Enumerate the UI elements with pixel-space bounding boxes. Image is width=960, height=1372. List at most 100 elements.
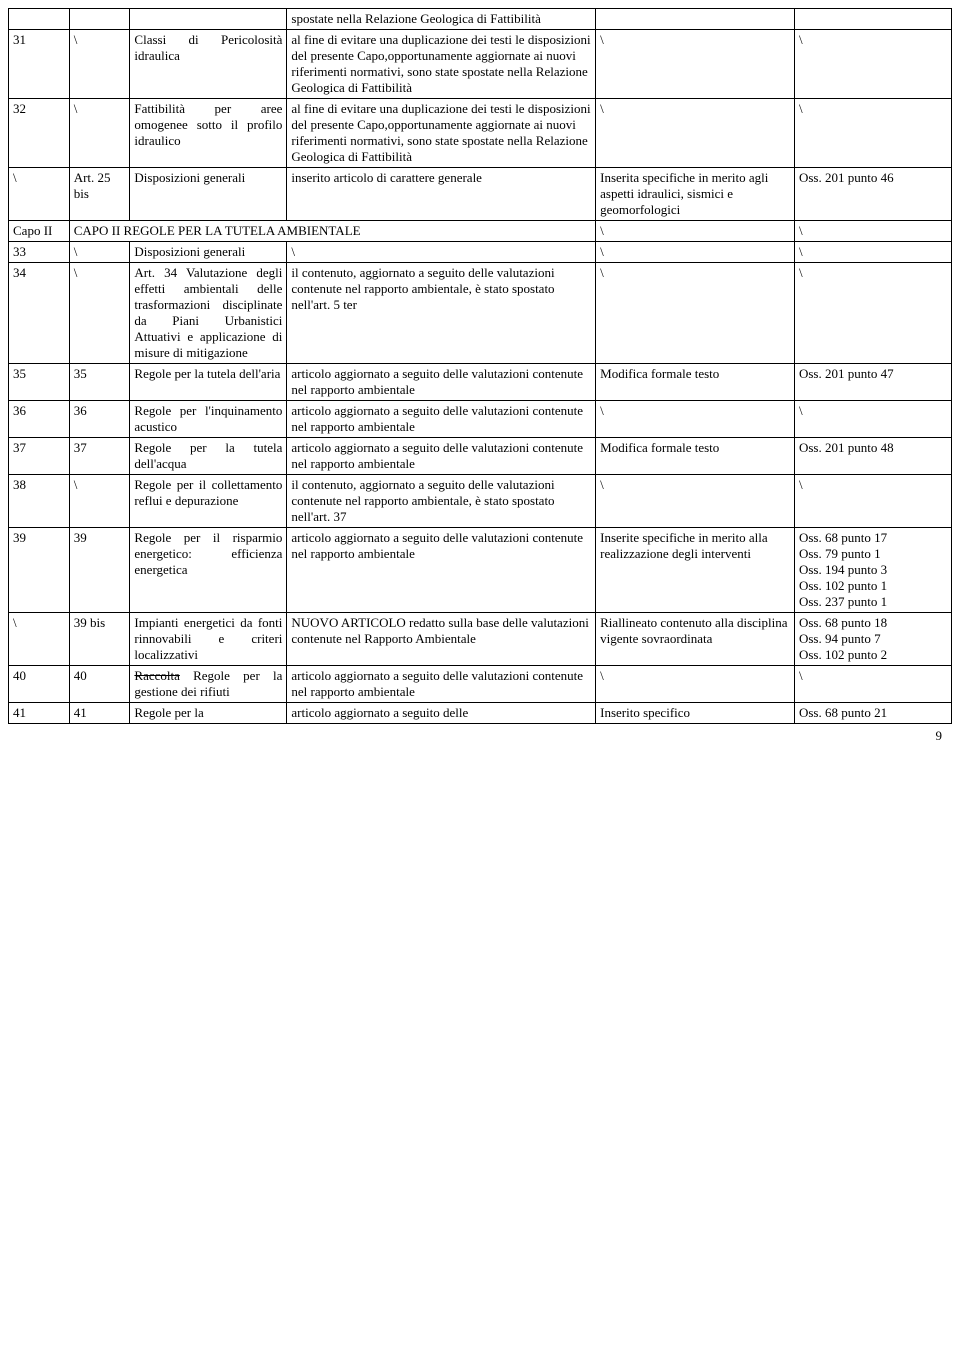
table-row: 34\Art. 34 Valutazione degli effetti amb… bbox=[9, 263, 952, 364]
cell-col2 bbox=[130, 9, 287, 30]
cell-col0: 33 bbox=[9, 242, 70, 263]
cell-col5 bbox=[794, 9, 951, 30]
cell-col4: \ bbox=[596, 99, 795, 168]
cell-col4 bbox=[596, 9, 795, 30]
table-row: 33\Disposizioni generali\\\ bbox=[9, 242, 952, 263]
cell-col1: 39 bbox=[69, 528, 130, 613]
cell-col5: \ bbox=[794, 30, 951, 99]
cell-col4: \ bbox=[596, 475, 795, 528]
table-row: 32\Fattibilità per aree omogenee sotto i… bbox=[9, 99, 952, 168]
cell-col2: Classi di Pericolosità idraulica bbox=[130, 30, 287, 99]
cell-col2: Disposizioni generali bbox=[130, 242, 287, 263]
cell-col3: il contenuto, aggiornato a seguito delle… bbox=[287, 475, 596, 528]
cell-col5: \ bbox=[794, 263, 951, 364]
cell-col4: Modifica formale testo bbox=[596, 364, 795, 401]
cell-col5: Oss. 201 punto 48 bbox=[794, 438, 951, 475]
table-row: Capo IICAPO II REGOLE PER LA TUTELA AMBI… bbox=[9, 221, 952, 242]
cell-col2: Disposizioni generali bbox=[130, 168, 287, 221]
cell-col4: \ bbox=[596, 263, 795, 364]
table-row: 3636 Regole per l'inquinamento acusticoa… bbox=[9, 401, 952, 438]
cell-col4: \ bbox=[596, 30, 795, 99]
cell-col2: Fattibilità per aree omogenee sotto il p… bbox=[130, 99, 287, 168]
cell-col0: 38 bbox=[9, 475, 70, 528]
cell-col0: 35 bbox=[9, 364, 70, 401]
cell-col4: \ bbox=[596, 242, 795, 263]
cell-col0: Capo II bbox=[9, 221, 70, 242]
table-row: spostate nella Relazione Geologica di Fa… bbox=[9, 9, 952, 30]
cell-col0: 34 bbox=[9, 263, 70, 364]
table-row: 3737Regole per la tutela dell'acquaartic… bbox=[9, 438, 952, 475]
cell-col4: Inserita specifiche in merito agli aspet… bbox=[596, 168, 795, 221]
cell-col1 bbox=[69, 9, 130, 30]
cell-col1: 35 bbox=[69, 364, 130, 401]
cell-col4: \ bbox=[596, 221, 795, 242]
cell-col2: Regole per l'inquinamento acustico bbox=[130, 401, 287, 438]
cell-col1: \ bbox=[69, 30, 130, 99]
table-row: 31\Classi di Pericolosità idraulicaal fi… bbox=[9, 30, 952, 99]
cell-col5: \ bbox=[794, 221, 951, 242]
table-row: \Art. 25 bisDisposizioni generaliinserit… bbox=[9, 168, 952, 221]
document-table: spostate nella Relazione Geologica di Fa… bbox=[8, 8, 952, 724]
table-row: \39 bisImpianti energetici da fonti rinn… bbox=[9, 613, 952, 666]
cell-col5: Oss. 68 punto 18Oss. 94 punto 7Oss. 102 … bbox=[794, 613, 951, 666]
cell-col1: 39 bis bbox=[69, 613, 130, 666]
cell-col0: 39 bbox=[9, 528, 70, 613]
cell-col2: Impianti energetici da fonti rinnovabili… bbox=[130, 613, 287, 666]
cell-col5: \ bbox=[794, 99, 951, 168]
cell-col2: Raccolta Regole per la gestione dei rifi… bbox=[130, 666, 287, 703]
cell-col1: 36 bbox=[69, 401, 130, 438]
cell-col0: \ bbox=[9, 168, 70, 221]
cell-col1: 40 bbox=[69, 666, 130, 703]
cell-col0: \ bbox=[9, 613, 70, 666]
cell-col3: articolo aggiornato a seguito delle valu… bbox=[287, 528, 596, 613]
cell-col4: Riallineato contenuto alla disciplina vi… bbox=[596, 613, 795, 666]
cell-col3: articolo aggiornato a seguito delle bbox=[287, 703, 596, 724]
cell-col0: 41 bbox=[9, 703, 70, 724]
cell-col1: \ bbox=[69, 99, 130, 168]
cell-col5: \ bbox=[794, 475, 951, 528]
cell-col5: Oss. 201 punto 47 bbox=[794, 364, 951, 401]
cell-col0: 40 bbox=[9, 666, 70, 703]
cell-col4: \ bbox=[596, 401, 795, 438]
cell-col0: 32 bbox=[9, 99, 70, 168]
cell-col5: Oss. 68 punto 21 bbox=[794, 703, 951, 724]
cell-col0: 37 bbox=[9, 438, 70, 475]
cell-col1: 37 bbox=[69, 438, 130, 475]
cell-col4: Inserito specifico bbox=[596, 703, 795, 724]
cell-col1: Art. 25 bis bbox=[69, 168, 130, 221]
cell-col4: \ bbox=[596, 666, 795, 703]
cell-col3: articolo aggiornato a seguito delle valu… bbox=[287, 401, 596, 438]
cell-col2: Art. 34 Valutazione degli effetti ambien… bbox=[130, 263, 287, 364]
cell-col1: \ bbox=[69, 263, 130, 364]
cell-merged: CAPO II REGOLE PER LA TUTELA AMBIENTALE bbox=[69, 221, 595, 242]
cell-col1: \ bbox=[69, 475, 130, 528]
cell-col5: Oss. 68 punto 17Oss. 79 punto 1Oss. 194 … bbox=[794, 528, 951, 613]
table-row: 38\Regole per il collettamento reflui e … bbox=[9, 475, 952, 528]
cell-col2: Regole per la tutela dell'aria bbox=[130, 364, 287, 401]
cell-col3: articolo aggiornato a seguito delle valu… bbox=[287, 364, 596, 401]
cell-col3: articolo aggiornato a seguito delle valu… bbox=[287, 438, 596, 475]
cell-col3: NUOVO ARTICOLO redatto sulla base delle … bbox=[287, 613, 596, 666]
cell-col0 bbox=[9, 9, 70, 30]
cell-col5: \ bbox=[794, 401, 951, 438]
cell-col3: \ bbox=[287, 242, 596, 263]
page-number: 9 bbox=[8, 724, 952, 744]
cell-col3: inserito articolo di carattere generale bbox=[287, 168, 596, 221]
cell-col5: Oss. 201 punto 46 bbox=[794, 168, 951, 221]
table-row: 3535 Regole per la tutela dell'ariaartic… bbox=[9, 364, 952, 401]
table-row: 4141Regole per laarticolo aggiornato a s… bbox=[9, 703, 952, 724]
cell-col0: 36 bbox=[9, 401, 70, 438]
cell-col3: al fine di evitare una duplicazione dei … bbox=[287, 30, 596, 99]
cell-col2: Regole per la bbox=[130, 703, 287, 724]
cell-col4: Modifica formale testo bbox=[596, 438, 795, 475]
cell-col1: \ bbox=[69, 242, 130, 263]
cell-col1: 41 bbox=[69, 703, 130, 724]
cell-col3: articolo aggiornato a seguito delle valu… bbox=[287, 666, 596, 703]
cell-col5: \ bbox=[794, 242, 951, 263]
cell-col2: Regole per il risparmio energetico: effi… bbox=[130, 528, 287, 613]
cell-col3: al fine di evitare una duplicazione dei … bbox=[287, 99, 596, 168]
cell-col2: Regole per la tutela dell'acqua bbox=[130, 438, 287, 475]
cell-col3: spostate nella Relazione Geologica di Fa… bbox=[287, 9, 596, 30]
cell-col3: il contenuto, aggiornato a seguito delle… bbox=[287, 263, 596, 364]
cell-col5: \ bbox=[794, 666, 951, 703]
